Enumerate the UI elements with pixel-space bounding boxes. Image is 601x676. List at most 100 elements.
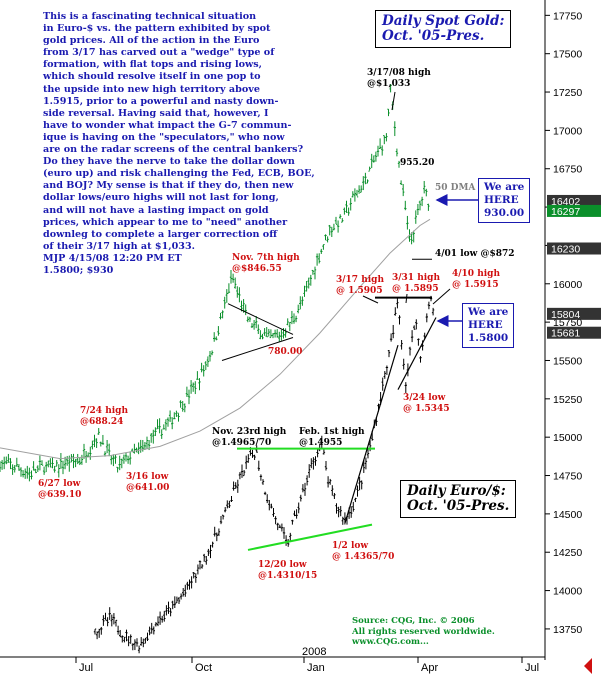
y-tick-label: 15000 (553, 432, 582, 444)
price-bar (251, 449, 254, 458)
price-bar (152, 626, 155, 635)
price-bar (211, 541, 214, 548)
price-bar (112, 613, 116, 625)
price-bar (80, 454, 84, 465)
price-bar (374, 151, 378, 162)
price-bar (24, 468, 27, 479)
price-bar (408, 346, 412, 356)
price-bar (280, 329, 283, 341)
price-bar (154, 427, 157, 437)
price-bar (284, 535, 288, 546)
price-bar (122, 454, 126, 464)
price-bar (394, 307, 397, 316)
x-tick-label: Jan (307, 662, 325, 674)
price-bar (198, 378, 201, 391)
euro-price-bars (93, 295, 435, 654)
price-bar (5, 456, 8, 465)
price-bar (383, 135, 386, 145)
price-bar (427, 203, 430, 211)
price-bar (301, 296, 304, 306)
price-bar (177, 412, 180, 422)
price-bar (303, 482, 307, 496)
price-bar (389, 84, 392, 93)
price-bar (192, 572, 195, 579)
euro-410-connector (432, 288, 451, 305)
price-bar (352, 501, 355, 512)
price-bar (99, 441, 102, 447)
gold-wedge-lower (221, 336, 294, 361)
price-bar (263, 491, 267, 496)
chart-annotation: 4/10 high @ 1.5915 (452, 269, 501, 290)
price-bar (272, 507, 275, 517)
price-bar (274, 516, 277, 525)
price-bar (209, 544, 212, 559)
price-bar (322, 449, 326, 455)
price-bar (265, 327, 268, 338)
price-bar (347, 207, 350, 216)
price-bar (315, 253, 319, 266)
price-bar (203, 553, 206, 562)
price-bar (196, 371, 199, 380)
price-bar (104, 612, 107, 621)
price-bar (61, 460, 65, 475)
price-bar (63, 456, 67, 470)
price-bar (164, 419, 168, 431)
price-bar (221, 514, 225, 520)
price-bar (98, 628, 101, 638)
price-bar (308, 464, 311, 478)
euro-uptrend-line (344, 344, 399, 524)
price-bar (242, 299, 245, 313)
y-tick-label: 17250 (553, 87, 582, 99)
price-bar (252, 320, 256, 330)
price-bar (114, 454, 117, 464)
price-bar (273, 329, 277, 338)
price-bar (335, 503, 338, 514)
commentary-text: This is a fascinating technical situatio… (43, 11, 315, 276)
price-bar (416, 204, 420, 215)
price-bar (368, 166, 371, 172)
price-bar (224, 507, 227, 513)
price-bar (276, 329, 279, 338)
price-bar (187, 389, 191, 405)
price-bar (392, 324, 395, 339)
price-bar (0, 461, 2, 473)
price-bar (167, 601, 170, 614)
price-bar (150, 433, 153, 443)
price-bar (116, 466, 119, 473)
price-bar (297, 502, 300, 514)
price-bar (129, 634, 132, 644)
price-bar (131, 643, 134, 651)
price-bar (165, 605, 168, 616)
price-bar (135, 447, 138, 453)
price-bar (223, 296, 226, 309)
price-bar (263, 328, 266, 336)
price-bar (188, 579, 191, 590)
price-bar (124, 452, 128, 462)
price-bar (240, 464, 244, 478)
price-bar (420, 196, 424, 207)
price-bar (427, 301, 431, 310)
price-bar (299, 494, 302, 502)
y-tick-label: 13750 (553, 624, 582, 636)
price-bar (350, 506, 353, 518)
price-bar (289, 532, 292, 541)
price-bar (238, 472, 242, 480)
euro-support-line (247, 523, 373, 551)
price-bar (7, 453, 10, 463)
price-bar (28, 467, 31, 482)
price-bar (314, 456, 317, 466)
price-bar (93, 628, 97, 635)
y-tick-label: 15500 (553, 355, 582, 367)
price-bar (210, 350, 214, 356)
price-bar (156, 419, 159, 430)
price-bar (133, 443, 136, 454)
price-bar (322, 244, 325, 250)
price-bar (268, 499, 271, 511)
price-bar (320, 435, 323, 449)
price-bar (231, 273, 235, 283)
chart-annotation: 1/2 low @ 1.4365/70 (332, 541, 395, 562)
price-bar (309, 274, 312, 286)
gold-here-box: We are HERE 930.00 (478, 178, 531, 223)
price-bar (72, 453, 75, 469)
price-bar (266, 494, 269, 504)
